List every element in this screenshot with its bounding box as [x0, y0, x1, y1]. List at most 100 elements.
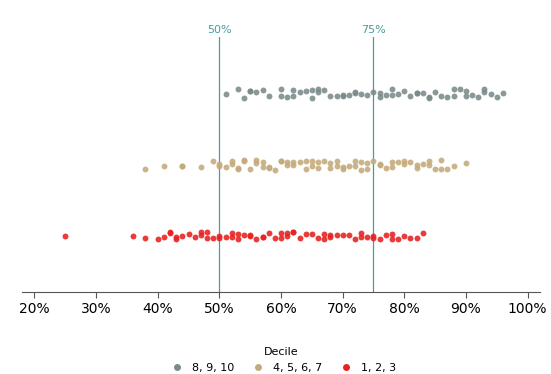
- Point: [234, 166, 242, 172]
- Point: [190, 234, 199, 240]
- Point: [240, 157, 249, 163]
- Point: [314, 159, 322, 165]
- Point: [406, 235, 415, 241]
- Point: [443, 94, 452, 100]
- Point: [338, 164, 347, 170]
- Point: [326, 93, 335, 99]
- Point: [227, 234, 236, 240]
- Point: [375, 236, 384, 242]
- Point: [338, 92, 347, 98]
- Point: [431, 166, 440, 172]
- Point: [369, 235, 378, 241]
- Point: [295, 89, 304, 95]
- Point: [197, 229, 206, 235]
- Point: [227, 159, 236, 165]
- Point: [289, 229, 298, 235]
- Point: [61, 233, 69, 239]
- Point: [264, 230, 273, 236]
- Point: [462, 93, 471, 99]
- Point: [375, 162, 384, 168]
- Point: [338, 166, 347, 172]
- Point: [227, 161, 236, 167]
- Point: [480, 89, 489, 95]
- Point: [356, 234, 365, 240]
- Point: [159, 234, 168, 240]
- Point: [474, 94, 483, 100]
- Point: [246, 233, 255, 239]
- Point: [301, 232, 310, 237]
- Point: [227, 230, 236, 236]
- Point: [412, 235, 421, 241]
- Point: [277, 94, 285, 99]
- Legend: 8, 9, 10, 4, 5, 6, 7, 1, 2, 3: 8, 9, 10, 4, 5, 6, 7, 1, 2, 3: [161, 343, 401, 374]
- Point: [289, 87, 298, 93]
- Point: [277, 158, 285, 164]
- Point: [221, 164, 230, 170]
- Point: [356, 91, 365, 97]
- Point: [314, 165, 322, 171]
- Point: [375, 161, 384, 167]
- Point: [277, 236, 285, 242]
- Point: [320, 158, 328, 164]
- Point: [258, 164, 267, 170]
- Point: [277, 86, 285, 92]
- Point: [197, 232, 206, 237]
- Point: [437, 166, 446, 172]
- Point: [406, 93, 415, 99]
- Point: [418, 89, 427, 95]
- Point: [128, 233, 137, 239]
- Point: [320, 236, 328, 242]
- Point: [289, 159, 298, 165]
- Point: [344, 92, 353, 98]
- Point: [363, 160, 372, 166]
- Point: [264, 94, 273, 99]
- Point: [172, 234, 181, 240]
- Point: [197, 164, 206, 170]
- Point: [350, 89, 359, 95]
- Point: [387, 86, 396, 92]
- Point: [486, 91, 495, 97]
- Point: [221, 234, 230, 240]
- Point: [493, 94, 501, 100]
- Point: [178, 163, 187, 169]
- Point: [425, 157, 434, 163]
- Point: [234, 236, 242, 242]
- Point: [363, 166, 372, 172]
- Point: [153, 236, 162, 242]
- Point: [400, 233, 409, 239]
- Point: [363, 92, 372, 98]
- Text: 75%: 75%: [361, 25, 386, 35]
- Point: [159, 163, 168, 169]
- Point: [209, 158, 218, 164]
- Point: [394, 236, 403, 242]
- Point: [418, 230, 427, 236]
- Point: [264, 164, 273, 170]
- Point: [314, 235, 322, 241]
- Point: [246, 232, 255, 237]
- Point: [350, 90, 359, 96]
- Point: [283, 94, 291, 100]
- Point: [412, 90, 421, 96]
- Point: [437, 94, 446, 99]
- Point: [295, 235, 304, 241]
- Point: [301, 89, 310, 95]
- Point: [215, 162, 224, 168]
- Point: [437, 157, 446, 163]
- Point: [258, 87, 267, 93]
- Point: [252, 160, 261, 166]
- Point: [234, 165, 242, 171]
- Point: [344, 233, 353, 239]
- Point: [246, 88, 255, 94]
- Point: [387, 164, 396, 170]
- Point: [449, 93, 458, 99]
- Point: [301, 166, 310, 172]
- Point: [332, 163, 341, 169]
- Point: [499, 91, 507, 96]
- Point: [400, 88, 409, 94]
- Point: [178, 163, 187, 169]
- Text: 50%: 50%: [207, 25, 231, 35]
- Point: [184, 231, 193, 237]
- Point: [141, 166, 150, 172]
- Point: [271, 166, 279, 172]
- Point: [295, 159, 304, 165]
